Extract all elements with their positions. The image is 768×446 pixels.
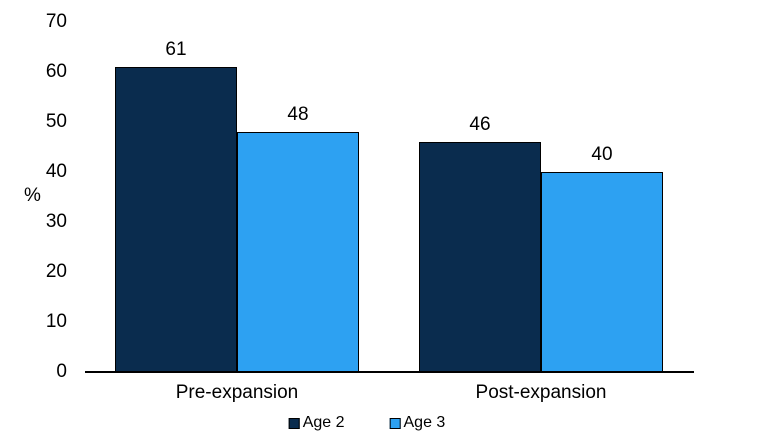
bar-age-3-post-expansion (541, 172, 663, 372)
y-tick-label: 20 (45, 261, 67, 282)
y-tick-label: 10 (45, 311, 67, 332)
legend: Age 2 Age 3 (288, 413, 446, 433)
bar-value-label: 40 (591, 144, 613, 165)
legend-swatch-icon (288, 417, 300, 429)
bar-value-label: 48 (287, 104, 309, 125)
legend-label: Age 2 (302, 414, 345, 431)
legend-swatch-icon (389, 417, 401, 429)
bar-age-2-post-expansion (419, 142, 541, 372)
x-axis-line (85, 371, 694, 373)
bar-age-3-pre-expansion (237, 132, 359, 372)
legend-label: Age 3 (403, 414, 446, 431)
bar-value-label: 46 (469, 114, 491, 135)
y-tick-label: 30 (45, 211, 67, 232)
y-tick-label: 60 (45, 61, 67, 82)
y-tick-label: 70 (45, 11, 67, 32)
category-label-post-expansion: Post-expansion (475, 382, 607, 403)
y-axis-unit-label: % (24, 185, 41, 206)
category-label-pre-expansion: Pre-expansion (175, 382, 299, 403)
y-tick-label: 40 (45, 161, 67, 182)
legend-item-age-3: Age 3 (389, 413, 446, 433)
bar-value-label: 61 (165, 39, 187, 60)
bar-age-2-pre-expansion (115, 67, 237, 372)
legend-item-age-2: Age 2 (288, 413, 345, 433)
y-tick-label: 0 (56, 361, 67, 382)
y-tick-label: 50 (45, 111, 67, 132)
